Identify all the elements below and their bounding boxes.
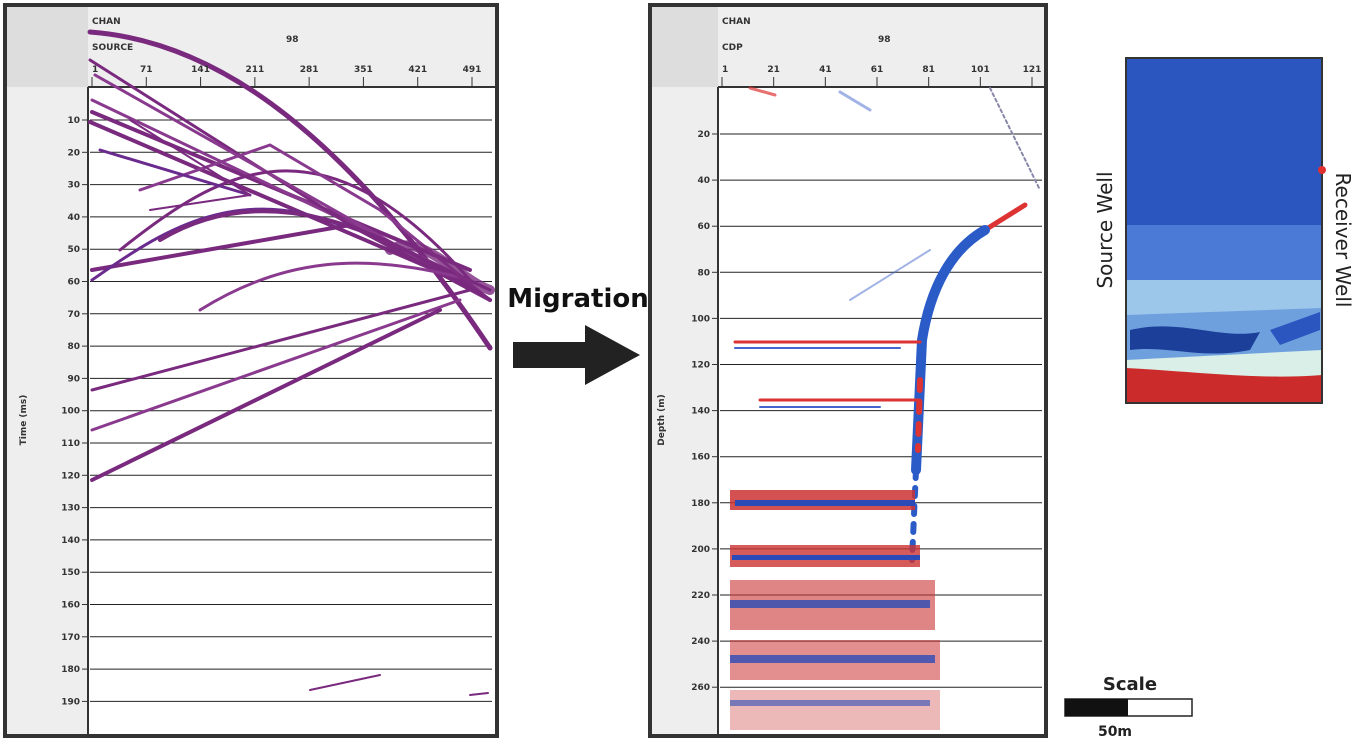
y-tick-label: 20 bbox=[697, 130, 710, 140]
y-tick-label: 80 bbox=[67, 342, 80, 352]
left-header-corner bbox=[7, 7, 88, 87]
y-tick-label: 220 bbox=[691, 591, 710, 601]
y-tick-label: 160 bbox=[61, 601, 80, 611]
left-source: SOURCE bbox=[92, 43, 133, 53]
y-tick-label: 260 bbox=[691, 683, 710, 693]
y-tick-label: 90 bbox=[67, 374, 80, 384]
middle-header bbox=[718, 7, 1044, 87]
receiver-well-label: Receiver Well bbox=[1331, 173, 1355, 308]
y-tick-label: 190 bbox=[61, 697, 80, 707]
x-tick-label: 1 bbox=[92, 65, 98, 75]
y-tick-label: 100 bbox=[61, 407, 80, 417]
y-tick-label: 140 bbox=[61, 536, 80, 546]
y-tick-label: 70 bbox=[67, 310, 80, 320]
y-tick-label: 100 bbox=[691, 314, 710, 324]
y-tick-label: 160 bbox=[691, 453, 710, 463]
middle-chan: CHAN bbox=[722, 17, 751, 27]
middle-reflectors bbox=[730, 490, 940, 730]
x-tick-label: 121 bbox=[1023, 65, 1042, 75]
y-tick-label: 20 bbox=[67, 148, 80, 158]
left-y-label: Time (ms) bbox=[19, 395, 29, 446]
arrow bbox=[513, 325, 640, 385]
y-tick-label: 180 bbox=[691, 499, 710, 509]
x-tick-label: 41 bbox=[819, 65, 832, 75]
y-tick-label: 10 bbox=[67, 116, 80, 126]
left-header-value: 98 bbox=[286, 35, 299, 45]
x-tick-label: 141 bbox=[191, 65, 210, 75]
y-tick-label: 110 bbox=[61, 439, 80, 449]
y-tick-label: 120 bbox=[691, 361, 710, 371]
x-tick-label: 1 bbox=[722, 65, 728, 75]
left-axis-band bbox=[7, 87, 88, 734]
y-tick-label: 180 bbox=[61, 665, 80, 675]
x-tick-label: 101 bbox=[971, 65, 990, 75]
x-tick-label: 351 bbox=[354, 65, 373, 75]
y-tick-label: 200 bbox=[691, 545, 710, 555]
x-tick-label: 421 bbox=[408, 65, 427, 75]
x-tick-label: 21 bbox=[767, 65, 780, 75]
scale-title: Scale bbox=[1103, 674, 1157, 695]
y-tick-label: 30 bbox=[67, 181, 80, 191]
scale-length: 50m bbox=[1098, 724, 1132, 740]
x-tick-label: 281 bbox=[300, 65, 319, 75]
middle-y-label: Depth (m) bbox=[657, 394, 667, 445]
x-tick-label: 71 bbox=[140, 65, 153, 75]
x-tick-label: 491 bbox=[463, 65, 482, 75]
y-tick-label: 60 bbox=[67, 278, 80, 288]
y-tick-label: 50 bbox=[67, 245, 80, 255]
y-tick-label: 120 bbox=[61, 471, 80, 481]
middle-cdp: CDP bbox=[722, 43, 743, 53]
y-tick-label: 240 bbox=[691, 637, 710, 647]
y-tick-label: 170 bbox=[61, 633, 80, 643]
x-tick-label: 211 bbox=[245, 65, 264, 75]
y-tick-label: 40 bbox=[67, 213, 80, 223]
x-tick-label: 81 bbox=[922, 65, 935, 75]
velocity-model bbox=[1125, 57, 1326, 404]
y-tick-label: 80 bbox=[697, 268, 710, 278]
y-tick-label: 130 bbox=[61, 504, 80, 514]
y-tick-label: 140 bbox=[691, 407, 710, 417]
middle-header-corner bbox=[652, 7, 718, 87]
arrow-label: Migration bbox=[507, 284, 648, 314]
x-tick-label: 61 bbox=[871, 65, 884, 75]
middle-axis-band bbox=[652, 87, 718, 734]
left-chan: CHAN bbox=[92, 17, 121, 27]
middle-header-value: 98 bbox=[878, 35, 891, 45]
scale-bar-fill bbox=[1065, 699, 1128, 716]
y-tick-label: 40 bbox=[697, 176, 710, 186]
y-tick-label: 60 bbox=[697, 222, 710, 232]
source-well-label: Source Well bbox=[1093, 171, 1117, 288]
left-header bbox=[88, 7, 495, 87]
left-events bbox=[87, 29, 495, 696]
y-tick-label: 150 bbox=[61, 568, 80, 578]
